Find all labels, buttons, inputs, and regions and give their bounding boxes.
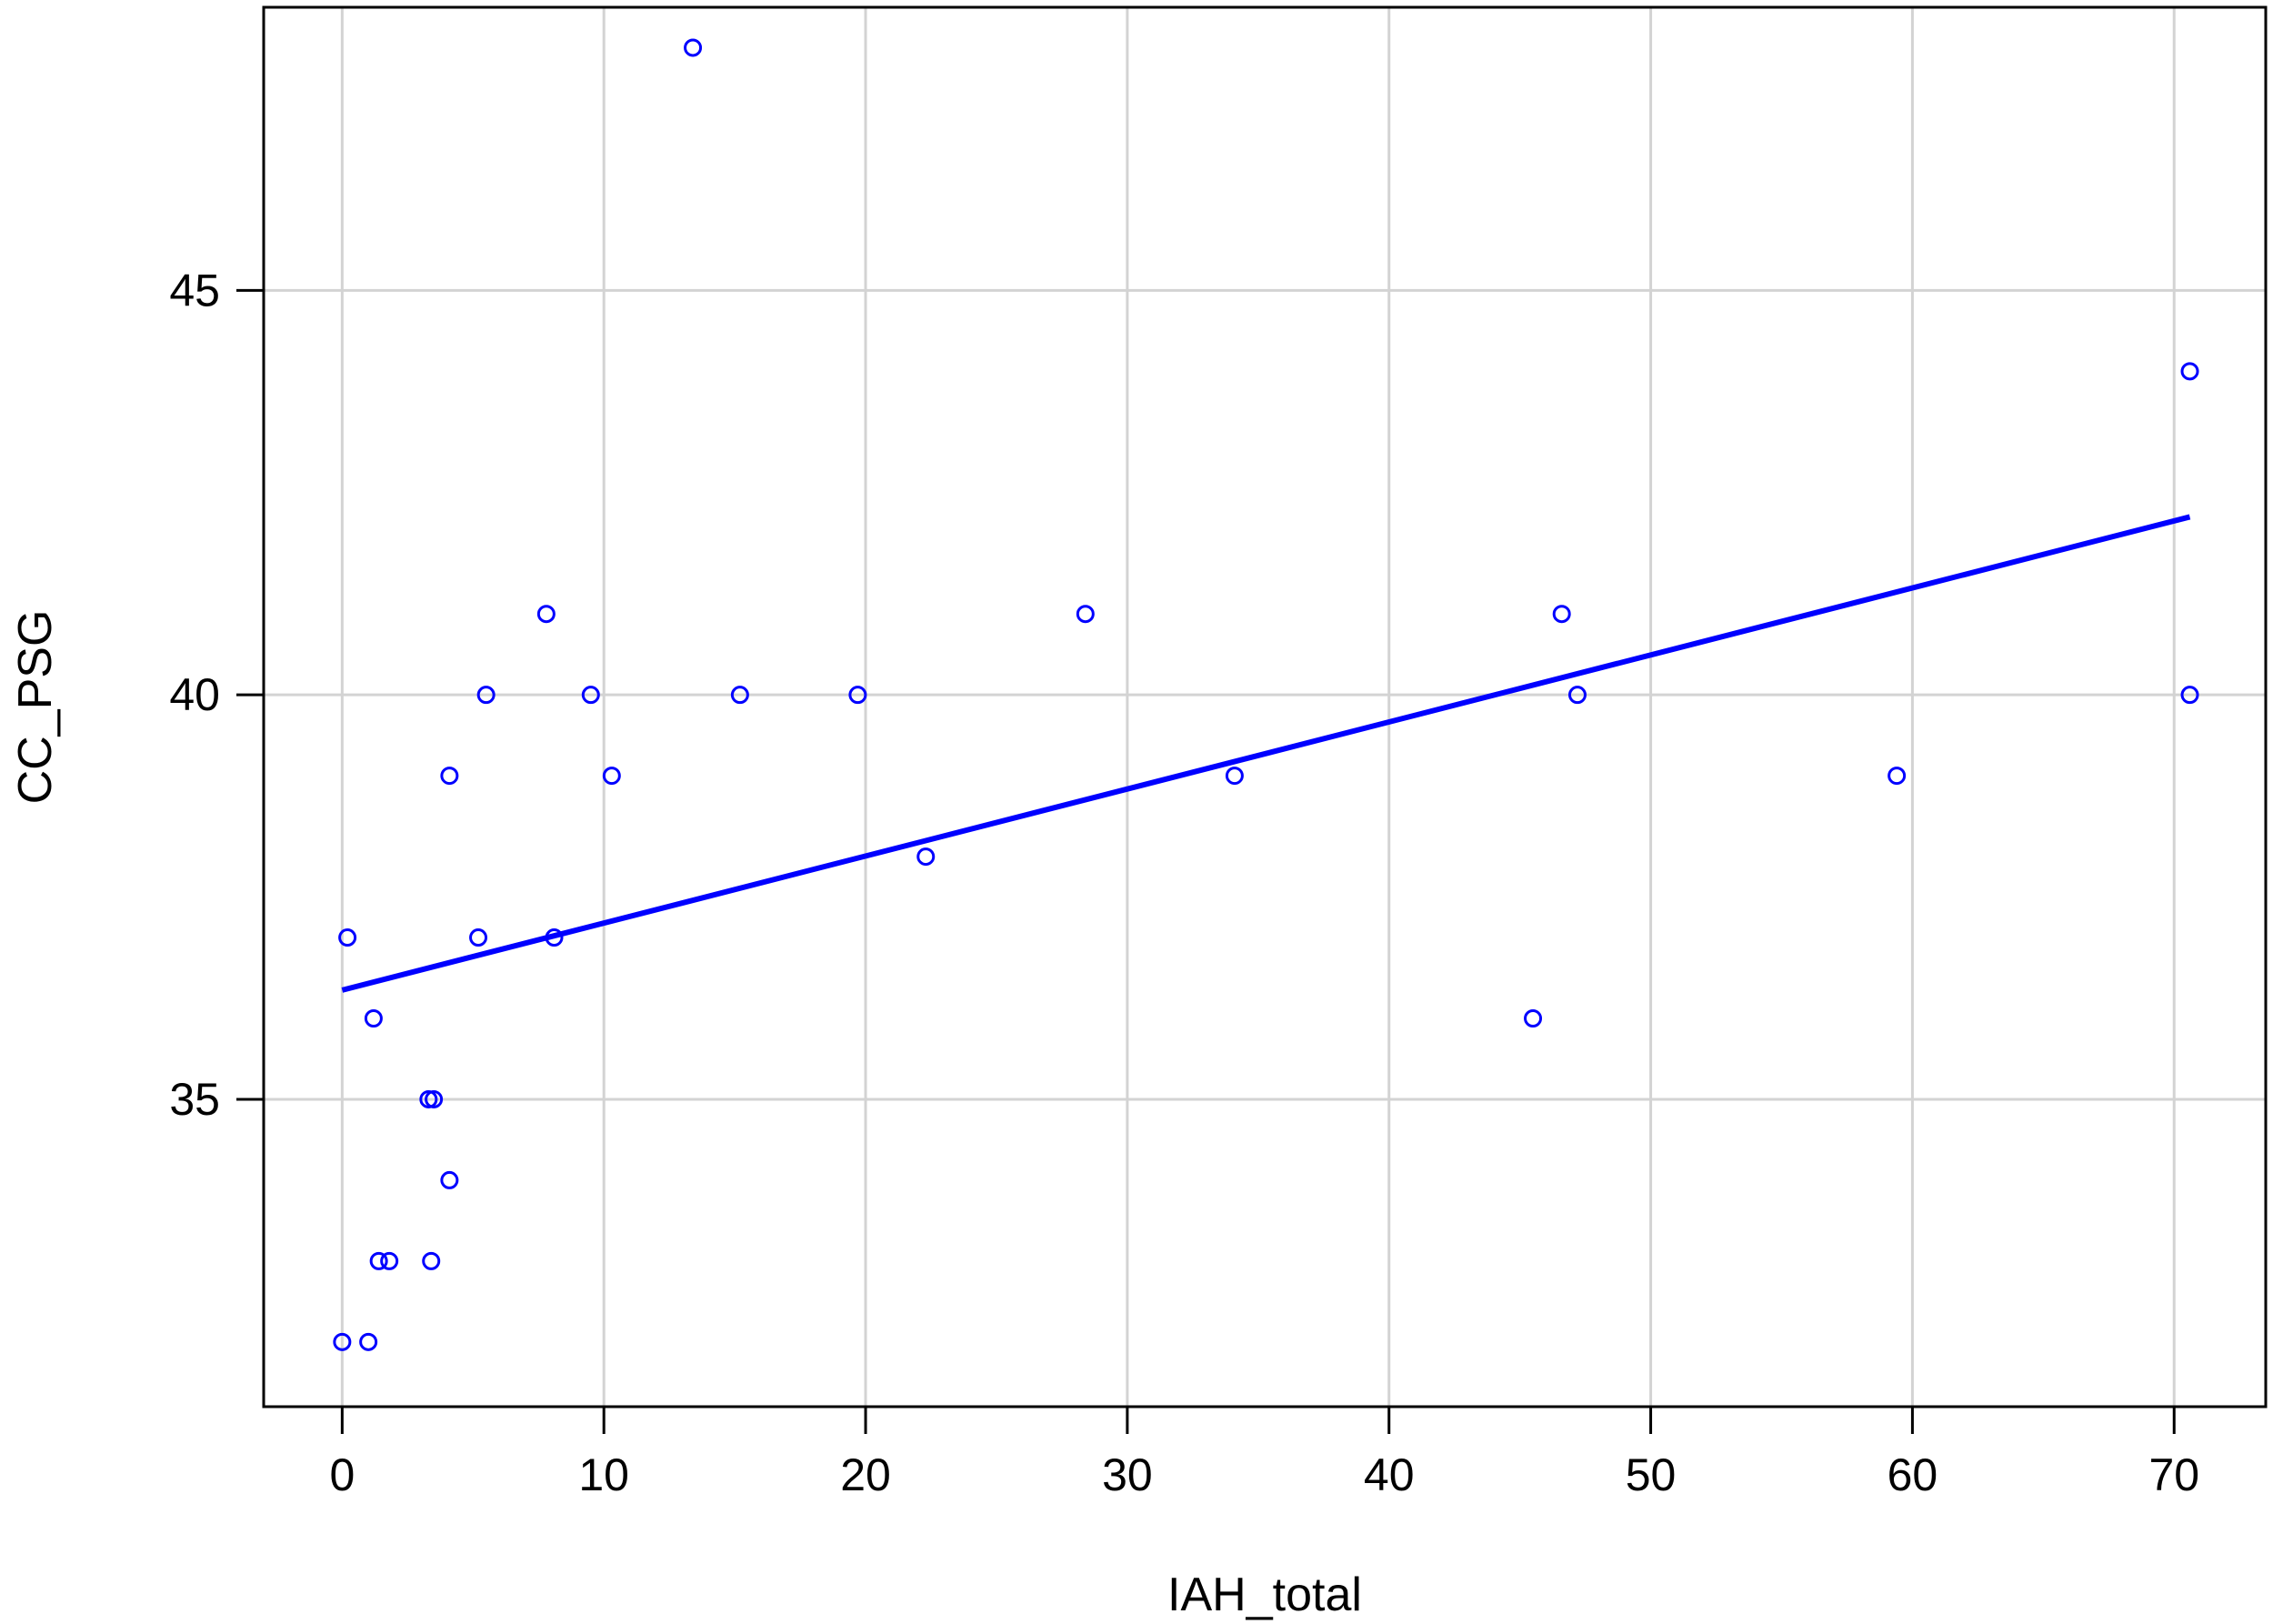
x-tick-label: 50 bbox=[1626, 1449, 1677, 1500]
axes: 0 10 20 30 40 50 60 70 35 40 45 bbox=[169, 265, 2199, 1500]
data-point bbox=[730, 686, 749, 705]
data-points bbox=[333, 38, 2199, 1351]
x-tick-label: 70 bbox=[2148, 1449, 2199, 1500]
data-point bbox=[2180, 362, 2199, 381]
x-tick-label: 60 bbox=[1887, 1449, 1938, 1500]
data-point bbox=[369, 1251, 388, 1270]
regression-line-group bbox=[341, 514, 2191, 993]
grid-lines bbox=[264, 7, 2266, 1407]
data-point bbox=[1076, 605, 1095, 624]
data-point bbox=[364, 1008, 383, 1028]
data-point bbox=[2180, 686, 2199, 705]
data-point bbox=[1567, 686, 1587, 705]
data-point bbox=[602, 767, 621, 786]
data-point bbox=[333, 1332, 352, 1351]
data-point bbox=[581, 686, 600, 705]
data-point bbox=[422, 1251, 441, 1270]
x-tick-label: 0 bbox=[329, 1449, 355, 1500]
data-point bbox=[1225, 767, 1244, 786]
data-point bbox=[440, 767, 459, 786]
y-tick-label: 45 bbox=[169, 265, 220, 316]
data-point bbox=[419, 1089, 438, 1108]
plot-frame bbox=[262, 5, 2268, 1408]
data-point bbox=[916, 847, 936, 867]
data-point bbox=[545, 928, 564, 947]
y-tick-label: 40 bbox=[169, 669, 220, 720]
data-point bbox=[476, 686, 496, 705]
y-tick-label: 35 bbox=[169, 1074, 220, 1125]
data-point bbox=[684, 38, 703, 57]
x-tick-label: 30 bbox=[1102, 1449, 1153, 1500]
data-point bbox=[440, 1170, 459, 1189]
data-point bbox=[1887, 767, 1907, 786]
data-point bbox=[425, 1089, 444, 1108]
data-point bbox=[1552, 605, 1571, 624]
data-point bbox=[1524, 1008, 1543, 1028]
y-axis-title: CC_PSG bbox=[9, 610, 62, 805]
data-point bbox=[469, 928, 488, 947]
data-point bbox=[338, 928, 357, 947]
x-tick-label: 10 bbox=[578, 1449, 629, 1500]
data-point bbox=[848, 686, 867, 705]
data-point bbox=[380, 1251, 399, 1270]
regression-line bbox=[341, 514, 2191, 993]
x-tick-label: 20 bbox=[840, 1449, 891, 1500]
data-point bbox=[359, 1332, 378, 1351]
x-axis-title: IAH_total bbox=[1167, 1569, 1362, 1621]
data-point bbox=[536, 605, 556, 624]
x-tick-label: 40 bbox=[1364, 1449, 1415, 1500]
